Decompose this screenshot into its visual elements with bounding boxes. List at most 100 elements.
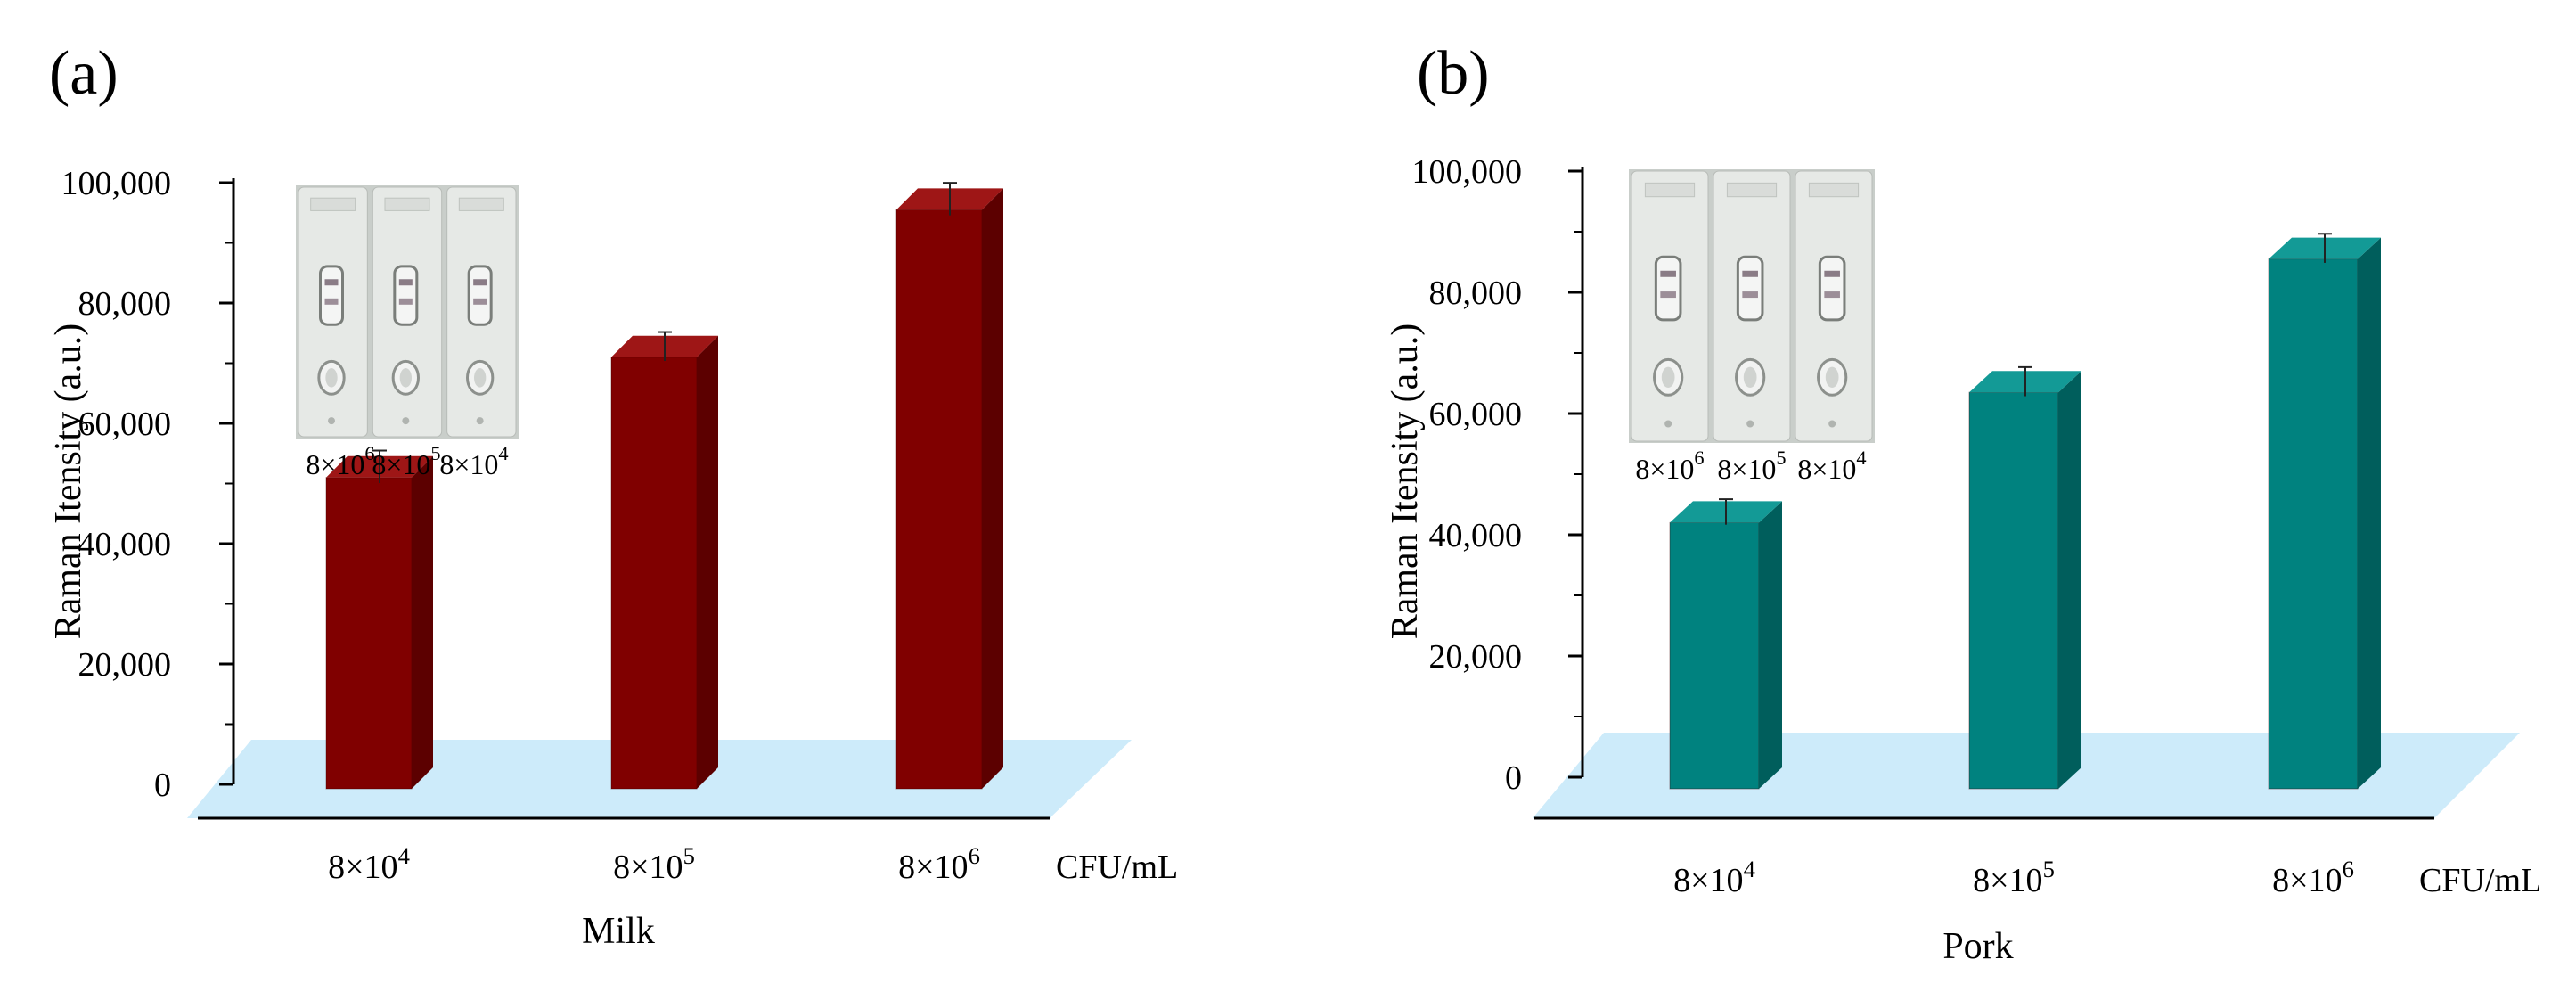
control-line (1824, 270, 1840, 277)
x-tick-label-base: 8×10 (898, 849, 968, 886)
bar-front (1669, 521, 1760, 790)
x-axis-title: Milk (582, 911, 655, 952)
inset-label-base: 8×10 (1635, 453, 1694, 485)
test-strip (1795, 170, 1873, 442)
test-line (1660, 291, 1676, 299)
sample-well-inner (474, 368, 487, 388)
strip-label-area (1808, 182, 1860, 198)
inset-strip-photo (296, 185, 519, 439)
test-line (1742, 291, 1758, 299)
x-tick-label: 8×106 (2272, 856, 2354, 899)
sample-well-inner (1661, 366, 1675, 388)
bar (610, 331, 718, 790)
inset-label-base: 8×10 (372, 448, 430, 480)
chart-panel-milk: (a) 0 20,000 40,000 60,000 80,000 100,000 Raman… (48, 39, 1178, 952)
bar (2268, 233, 2381, 790)
test-line (473, 298, 487, 305)
x-tick-label-exp: 4 (398, 842, 410, 869)
bar-front (2268, 258, 2359, 790)
test-strip (372, 186, 443, 438)
control-line (1742, 270, 1758, 277)
bar-front (895, 209, 983, 790)
strip-result-window (1736, 255, 1764, 322)
x-tick-label-base: 8×10 (2272, 862, 2342, 899)
strip-mark (1664, 420, 1672, 428)
y-tick-label: 100,000 (1412, 153, 1523, 191)
strip-result-window (319, 265, 344, 326)
strip-mark (1828, 420, 1836, 428)
inset-label-base: 8×10 (306, 448, 364, 480)
strip-result-window (467, 265, 493, 326)
x-tick-label: 8×105 (613, 842, 695, 886)
sample-well-inner (1825, 366, 1839, 388)
chart-panel-pork: (b) 0 20,000 40,000 60,000 80,000 100,000 Raman… (1385, 39, 2541, 967)
y-tick-label: 40,000 (1429, 517, 1523, 554)
inset-label: 8×106 (306, 442, 374, 480)
inset-label: 8×104 (1797, 447, 1866, 485)
bar-side (2358, 237, 2381, 790)
inset-label-base: 8×10 (1717, 453, 1776, 485)
y-tick-label: 0 (1505, 759, 1522, 797)
strip-result-window (393, 265, 419, 326)
inset-label-exp: 6 (1694, 447, 1704, 469)
x-tick-label-base: 8×10 (1673, 862, 1743, 899)
x-tick-label-exp: 4 (1744, 856, 1755, 882)
inset-label: 8×106 (1635, 447, 1704, 485)
control-line (398, 279, 413, 286)
x-tick-label: 8×104 (1673, 856, 1755, 899)
x-tick-label: 8×104 (328, 842, 410, 886)
sample-well-inner (399, 368, 413, 388)
y-axis-title: Raman Itensity (a.u.) (48, 324, 89, 640)
control-line (1660, 270, 1676, 277)
bar-side (2058, 371, 2081, 789)
y-tick-label: 0 (154, 767, 171, 804)
x-tick-label-base: 8×10 (613, 849, 683, 886)
x-tick-label-exp: 5 (683, 842, 695, 869)
inset-label: 8×105 (372, 442, 440, 480)
test-strip (298, 186, 368, 438)
bar-side (1759, 501, 1782, 789)
y-tick-label: 80,000 (78, 285, 172, 323)
strip-label-area (310, 197, 356, 211)
bar (1968, 365, 2081, 790)
bar-side (982, 188, 1003, 789)
sample-well-inner (325, 368, 338, 388)
inset-label: 8×104 (439, 442, 508, 480)
x-tick-label: 8×105 (1973, 856, 2055, 899)
test-strip (446, 186, 517, 438)
sample-well-inner (1743, 366, 1757, 388)
inset-label-exp: 6 (364, 442, 374, 464)
control-line (473, 279, 487, 286)
strip-result-window (1818, 255, 1846, 322)
inset-label-exp: 5 (1776, 447, 1786, 469)
inset-label: 8×105 (1717, 447, 1786, 485)
inset-label-exp: 4 (498, 442, 508, 464)
x-tick-label-exp: 5 (2043, 856, 2055, 882)
inset-label-exp: 5 (430, 442, 440, 464)
y-tick-label: 60,000 (1429, 396, 1523, 433)
y-tick-label: 80,000 (1429, 275, 1523, 312)
panel-label: (b) (1417, 39, 1490, 108)
x-tick-label-base: 8×10 (328, 849, 397, 886)
inset-label-base: 8×10 (1797, 453, 1856, 485)
strip-mark (328, 417, 335, 425)
panel-label: (a) (49, 39, 119, 108)
strip-mark (476, 417, 484, 425)
bar (895, 182, 1003, 790)
test-line (1824, 291, 1840, 299)
inset-label-base: 8×10 (439, 448, 498, 480)
test-line (324, 298, 339, 305)
strip-label-area (384, 197, 430, 211)
bar-front (1968, 391, 2059, 790)
strip-label-area (1644, 182, 1696, 198)
y-tick-label: 20,000 (78, 646, 172, 684)
bar (325, 449, 433, 790)
x-axis-title: Pork (1942, 926, 2013, 967)
strip-mark (402, 417, 410, 425)
bar (1669, 498, 1782, 790)
x-tick-label: 8×106 (898, 842, 980, 886)
test-strip (1713, 170, 1791, 442)
bar-side (697, 335, 718, 789)
strip-result-window (1654, 255, 1682, 322)
y-tick-label: 60,000 (78, 406, 172, 443)
